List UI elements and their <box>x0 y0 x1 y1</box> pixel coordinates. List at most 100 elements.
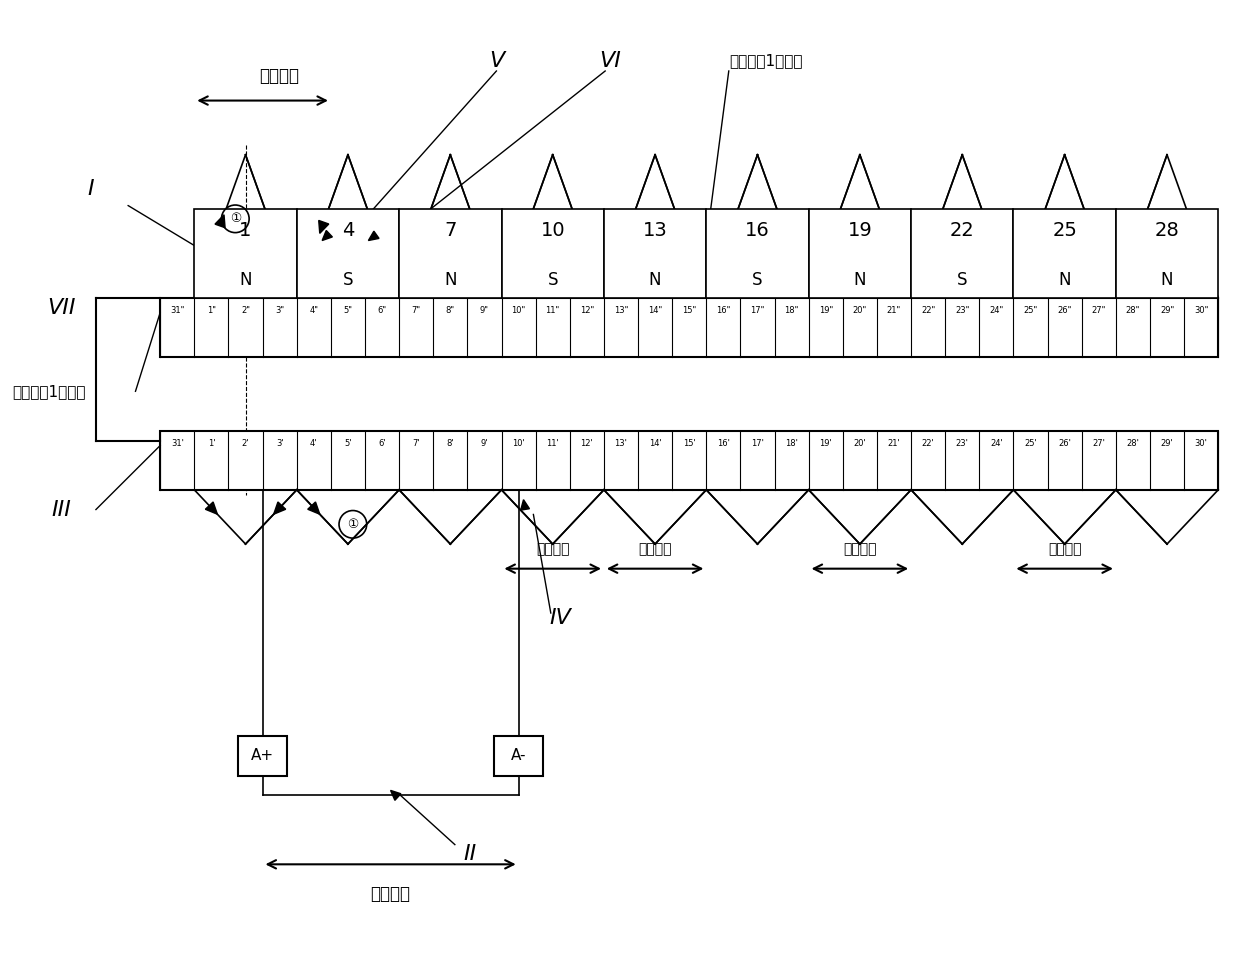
Text: 10: 10 <box>541 221 565 240</box>
Text: S: S <box>547 271 558 289</box>
Text: 第二节距: 第二节距 <box>371 885 410 902</box>
Text: 28: 28 <box>1154 221 1179 240</box>
Text: N: N <box>1059 271 1071 289</box>
Text: I: I <box>88 179 94 199</box>
Text: 8': 8' <box>446 438 454 448</box>
Polygon shape <box>274 502 285 514</box>
Text: ①: ① <box>229 212 241 225</box>
Text: 30': 30' <box>1194 438 1208 448</box>
Text: 10": 10" <box>511 305 526 315</box>
Text: 2': 2' <box>242 438 249 448</box>
Text: 5': 5' <box>345 438 352 448</box>
Text: 13': 13' <box>615 438 627 448</box>
Polygon shape <box>322 231 332 240</box>
Text: 17': 17' <box>751 438 764 448</box>
Text: 12": 12" <box>580 305 594 315</box>
Text: 3": 3" <box>275 305 284 315</box>
Text: 第二布距: 第二布距 <box>639 542 672 556</box>
Text: 28': 28' <box>1126 438 1140 448</box>
Text: 4: 4 <box>342 221 355 240</box>
Text: VII: VII <box>47 298 76 318</box>
Text: 13": 13" <box>614 305 629 315</box>
Text: A+: A+ <box>250 748 274 764</box>
Text: N: N <box>239 271 252 289</box>
Text: 26': 26' <box>1058 438 1071 448</box>
Bar <box>604 209 707 298</box>
Text: 25: 25 <box>1053 221 1078 240</box>
Text: 21": 21" <box>887 305 901 315</box>
Text: 5": 5" <box>343 305 352 315</box>
Bar <box>1116 209 1218 298</box>
Text: 29": 29" <box>1159 305 1174 315</box>
Bar <box>808 209 911 298</box>
Polygon shape <box>206 502 217 514</box>
Text: 第二布距: 第二布距 <box>1048 542 1081 556</box>
Text: 27": 27" <box>1091 305 1106 315</box>
Text: 9": 9" <box>480 305 489 315</box>
Text: 13: 13 <box>642 221 667 240</box>
Text: 19': 19' <box>820 438 832 448</box>
Text: 14': 14' <box>649 438 661 448</box>
Text: 4': 4' <box>310 438 317 448</box>
Text: 9': 9' <box>481 438 489 448</box>
Text: 23': 23' <box>956 438 968 448</box>
Text: 10': 10' <box>512 438 525 448</box>
Text: 18': 18' <box>785 438 799 448</box>
Bar <box>911 209 1013 298</box>
Bar <box>160 298 1218 357</box>
Polygon shape <box>308 502 320 514</box>
Text: 25': 25' <box>1024 438 1037 448</box>
Text: 1': 1' <box>207 438 216 448</box>
Text: 第一节距: 第一节距 <box>259 67 300 85</box>
Text: 转子元件1未端边: 转子元件1未端边 <box>729 54 802 69</box>
Text: 29': 29' <box>1161 438 1173 448</box>
Bar <box>160 431 1218 490</box>
Text: II: II <box>463 844 476 864</box>
Text: 第二布距: 第二布距 <box>536 542 569 556</box>
Bar <box>494 736 543 775</box>
Text: 30": 30" <box>1194 305 1208 315</box>
Text: 22": 22" <box>921 305 935 315</box>
Text: 23": 23" <box>955 305 970 315</box>
Text: 25": 25" <box>1023 305 1038 315</box>
Text: 27': 27' <box>1092 438 1105 448</box>
Text: III: III <box>51 500 71 520</box>
Text: 24': 24' <box>990 438 1003 448</box>
Polygon shape <box>215 214 226 228</box>
Bar <box>195 209 296 298</box>
Text: IV: IV <box>549 608 572 628</box>
Text: 1": 1" <box>207 305 216 315</box>
Text: 20": 20" <box>853 305 867 315</box>
Text: 24": 24" <box>990 305 1003 315</box>
Text: 11': 11' <box>547 438 559 448</box>
Text: 3': 3' <box>275 438 284 448</box>
Text: A-: A- <box>511 748 526 764</box>
Text: N: N <box>853 271 866 289</box>
Text: 6": 6" <box>377 305 387 315</box>
Text: 7': 7' <box>413 438 420 448</box>
Text: 21': 21' <box>888 438 900 448</box>
Text: 7": 7" <box>412 305 420 315</box>
Text: VI: VI <box>599 51 621 71</box>
Text: 31': 31' <box>171 438 184 448</box>
Text: V: V <box>489 51 503 71</box>
Text: S: S <box>342 271 353 289</box>
Text: 11": 11" <box>546 305 559 315</box>
Text: 6': 6' <box>378 438 386 448</box>
Text: N: N <box>1161 271 1173 289</box>
Text: 31": 31" <box>170 305 185 315</box>
Text: 17": 17" <box>750 305 765 315</box>
Text: S: S <box>753 271 763 289</box>
Text: 1: 1 <box>239 221 252 240</box>
Text: 15": 15" <box>682 305 697 315</box>
Text: 20': 20' <box>853 438 867 448</box>
Bar <box>238 736 288 775</box>
Text: 12': 12' <box>580 438 593 448</box>
Bar <box>501 209 604 298</box>
Text: 4": 4" <box>309 305 319 315</box>
Text: ①: ① <box>347 518 358 531</box>
Text: 第二布距: 第二布距 <box>843 542 877 556</box>
Text: 26": 26" <box>1058 305 1071 315</box>
Bar <box>296 209 399 298</box>
Text: N: N <box>444 271 456 289</box>
